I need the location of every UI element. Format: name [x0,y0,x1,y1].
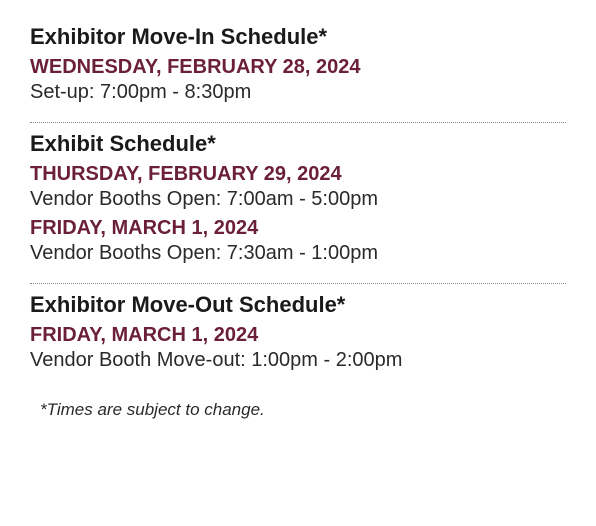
schedule-detail: Vendor Booths Open: 7:00am - 5:00pm [30,188,566,211]
schedule-detail: Vendor Booth Move-out: 1:00pm - 2:00pm [30,349,566,372]
section-title: Exhibitor Move-In Schedule* [30,24,566,50]
schedule-section-movein: Exhibitor Move-In Schedule* WEDNESDAY, F… [30,24,566,118]
schedule-section-moveout: Exhibitor Move-Out Schedule* FRIDAY, MAR… [30,292,566,386]
section-title: Exhibit Schedule* [30,131,566,157]
date-heading: WEDNESDAY, FEBRUARY 28, 2024 [30,56,566,79]
footnote-text: *Times are subject to change. [30,400,566,420]
section-divider [30,283,566,284]
schedule-detail: Set-up: 7:00pm - 8:30pm [30,81,566,104]
section-title: Exhibitor Move-Out Schedule* [30,292,566,318]
date-heading: FRIDAY, MARCH 1, 2024 [30,324,566,347]
schedule-section-exhibit: Exhibit Schedule* THURSDAY, FEBRUARY 29,… [30,131,566,279]
date-heading: THURSDAY, FEBRUARY 29, 2024 [30,163,566,186]
date-heading: FRIDAY, MARCH 1, 2024 [30,217,566,240]
section-divider [30,122,566,123]
schedule-detail: Vendor Booths Open: 7:30am - 1:00pm [30,242,566,265]
